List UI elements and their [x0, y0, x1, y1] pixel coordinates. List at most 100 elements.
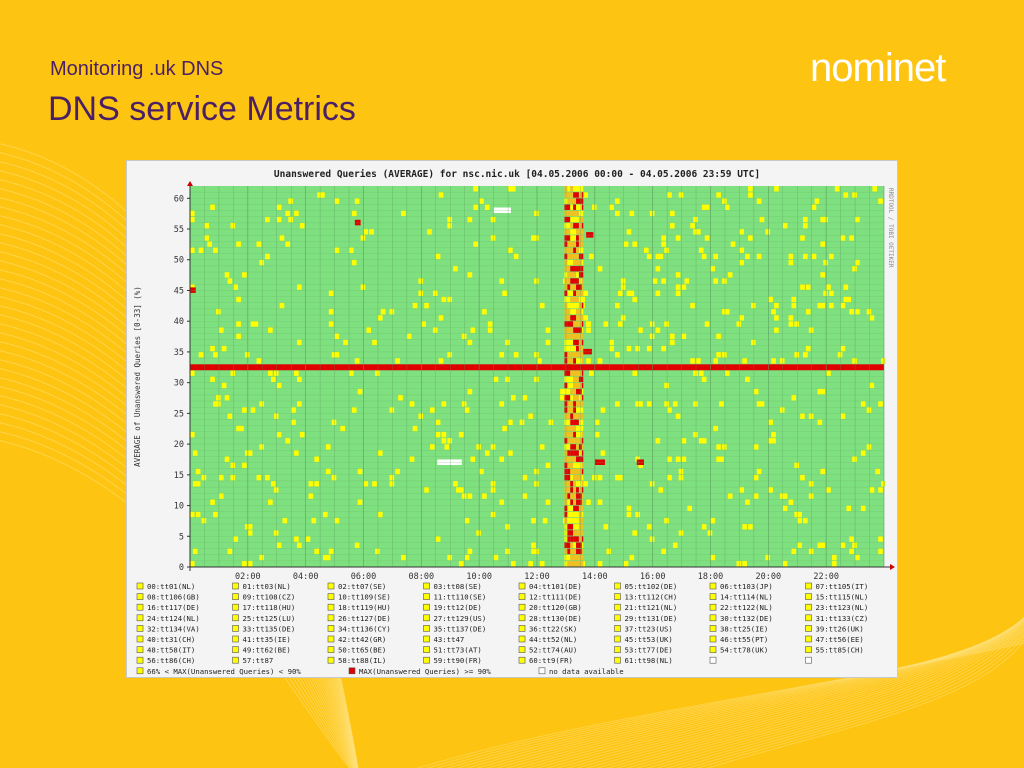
warning-cell — [788, 499, 794, 505]
warning-cell — [713, 253, 719, 260]
warning-cell — [487, 327, 493, 333]
outage-cell — [564, 413, 571, 419]
outage-cell — [570, 493, 577, 499]
legend-swatch — [423, 646, 430, 653]
warning-cell — [826, 370, 831, 376]
warning-cell — [788, 315, 794, 321]
warning-cell — [349, 247, 354, 253]
warning-cell — [389, 474, 395, 481]
warning-cell — [597, 474, 603, 481]
warning-cell — [499, 456, 505, 462]
warning-cell — [878, 401, 883, 407]
legend-server-label: 27:tt129(US) — [434, 614, 487, 623]
outage-cell — [576, 235, 579, 241]
warning-cell — [259, 444, 265, 450]
warning-cell — [467, 548, 473, 555]
warning-cell — [797, 511, 802, 518]
warning-cell — [797, 542, 802, 548]
warning-cell — [265, 216, 270, 223]
warning-cell — [357, 468, 363, 475]
warning-cell — [849, 308, 854, 315]
warning-cell — [632, 370, 638, 376]
outage-cell — [581, 536, 584, 542]
warning-cell — [510, 560, 516, 567]
legend-swatch — [423, 635, 430, 643]
warning-cell — [722, 351, 727, 358]
warning-cell — [693, 229, 698, 235]
warning-cell — [759, 216, 765, 223]
warning-cell — [250, 321, 256, 327]
outage-cell — [570, 474, 574, 481]
outage-cell — [576, 290, 582, 296]
outage-cell — [567, 321, 574, 327]
warning-cell — [840, 302, 846, 309]
warning-cell — [317, 192, 322, 198]
warning-cell — [615, 198, 620, 204]
warning-cell — [823, 290, 828, 296]
warning-cell — [800, 235, 805, 241]
y-tick-label: 55 — [174, 225, 184, 235]
warning-cell — [655, 290, 661, 296]
warning-cell — [678, 474, 684, 481]
warning-cell — [288, 198, 293, 204]
legend-swatch — [232, 635, 239, 643]
warning-cell — [693, 370, 698, 376]
warning-cell — [389, 308, 395, 315]
y-axis-arrow — [187, 181, 193, 186]
warning-cell — [409, 456, 415, 462]
warning-cell — [800, 474, 805, 481]
outage-cell — [567, 407, 574, 413]
warning-cell — [299, 431, 305, 438]
warning-cell — [377, 315, 383, 321]
warning-cell — [377, 450, 383, 456]
warning-cell — [519, 419, 525, 426]
warning-cell — [499, 278, 505, 284]
warning-cell — [204, 222, 210, 229]
outage-cell — [573, 327, 579, 333]
outage-cell — [564, 229, 571, 235]
warning-cell — [727, 493, 733, 499]
warning-cell — [282, 517, 288, 524]
legend-server-label: 44:tt52(NL) — [529, 635, 577, 644]
warning-cell — [878, 548, 883, 555]
warning-cell — [470, 456, 476, 462]
warning-cell — [236, 333, 241, 340]
legend-server-label: 08:tt106(GB) — [147, 593, 200, 602]
outage-cell — [576, 284, 582, 290]
warning-cell — [693, 431, 698, 438]
legend-swatch — [518, 656, 526, 664]
warning-cell — [878, 487, 883, 493]
warning-cell — [244, 523, 250, 530]
legend-swatch — [327, 614, 335, 622]
warning-cell — [722, 308, 727, 315]
warning-cell — [265, 474, 270, 481]
outage-cell — [573, 321, 579, 327]
legend-server-label: 48:tt58(IT) — [147, 646, 195, 655]
outage-cell — [576, 474, 582, 481]
outage-cell — [581, 437, 584, 444]
outage-cell — [573, 517, 579, 524]
legend-server-label: 36:tt22(SK) — [529, 624, 577, 633]
outage-cell — [576, 468, 582, 475]
warning-cell — [331, 474, 337, 481]
warning-cell — [701, 437, 707, 444]
outage-cell — [578, 210, 584, 217]
outage-cell — [581, 560, 584, 567]
legend-server-label: 15:tt115(NL) — [816, 593, 869, 602]
warning-cell — [192, 480, 198, 487]
legend-swatch — [423, 625, 430, 632]
warning-cell — [464, 554, 470, 561]
outage-cell — [567, 290, 574, 296]
warning-cell — [505, 548, 510, 555]
wave-line — [676, 625, 1024, 768]
legend-server-label: 51:tt73(AT) — [434, 646, 482, 655]
warning-cell — [586, 327, 591, 333]
legend-server-label: 61:tt98(NL) — [625, 656, 673, 665]
legend-swatch — [518, 603, 526, 611]
y-tick-label: 15 — [174, 471, 184, 481]
outage-cell — [581, 493, 584, 499]
legend-server-label: 10:tt109(SE) — [338, 593, 391, 602]
wave-line — [596, 617, 1024, 768]
legend-swatch — [709, 603, 717, 611]
legend-server-label: 03:tt08(SE) — [434, 582, 482, 591]
